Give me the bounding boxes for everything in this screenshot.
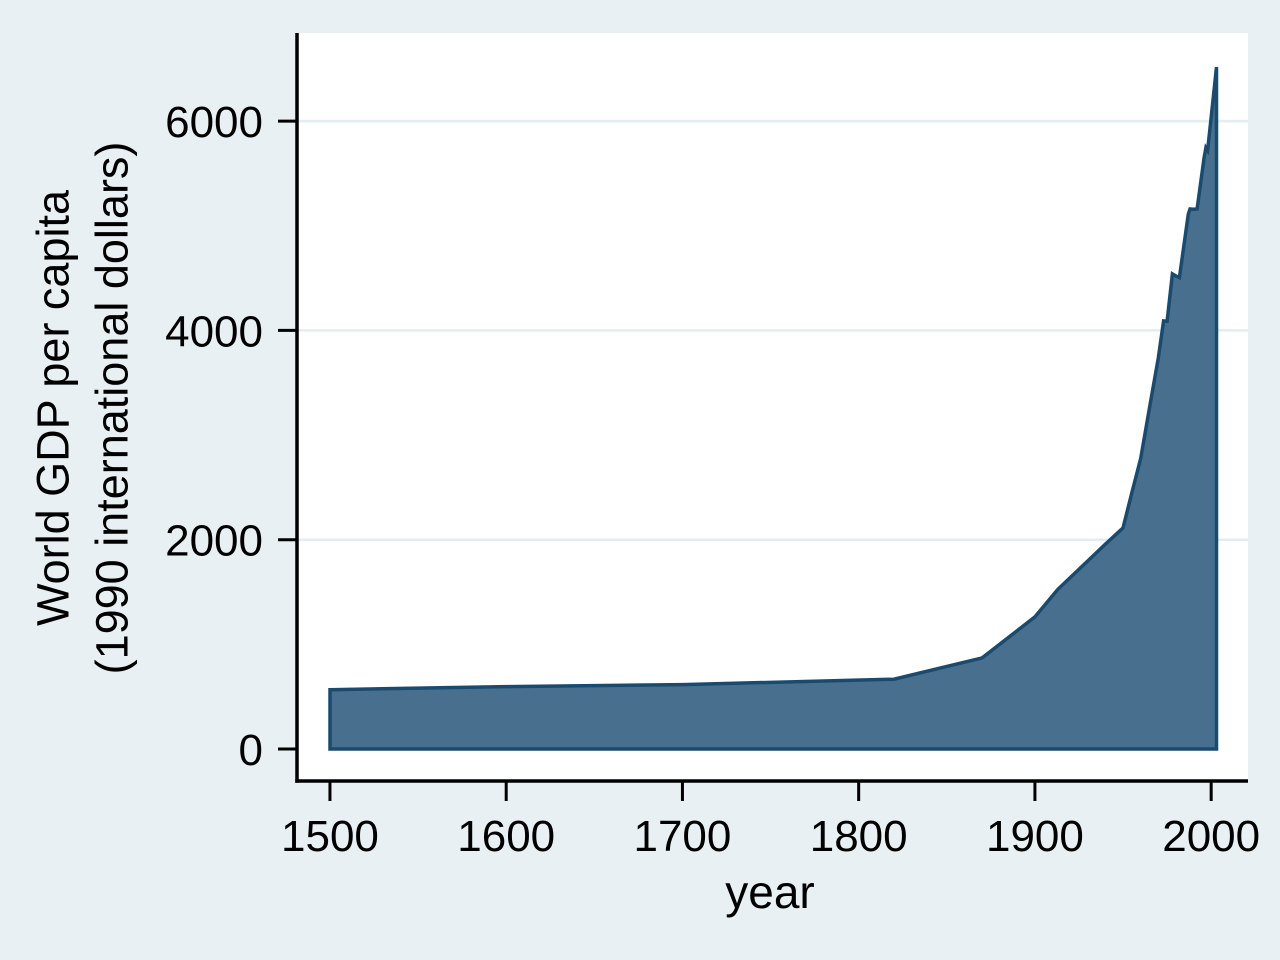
x-tick-label-2000: 2000 xyxy=(1162,812,1260,861)
x-tick-label-1500: 1500 xyxy=(281,812,379,861)
y-axis-ticks: 0 2000 4000 6000 xyxy=(165,98,297,775)
y-gridlines xyxy=(297,119,1248,541)
x-tick-label-1900: 1900 xyxy=(986,812,1084,861)
y-axis-title-line2: (1990 international dollars) xyxy=(87,142,138,675)
y-tick-label-2000: 2000 xyxy=(165,517,263,566)
area-series-world-gdp xyxy=(328,66,1219,751)
y-tick-label-4000: 4000 xyxy=(165,307,263,356)
x-tick-label-1600: 1600 xyxy=(457,812,555,861)
y-tick-label-0: 0 xyxy=(239,726,263,775)
y-tick-label-6000: 6000 xyxy=(165,98,263,147)
y-axis-title-line1: World GDP per capita xyxy=(28,189,79,626)
x-tick-label-1700: 1700 xyxy=(633,812,731,861)
x-axis-ticks: 1500 1600 1700 1800 1900 2000 xyxy=(281,781,1260,861)
x-tick-label-1800: 1800 xyxy=(810,812,908,861)
x-axis-title: year xyxy=(725,866,814,918)
